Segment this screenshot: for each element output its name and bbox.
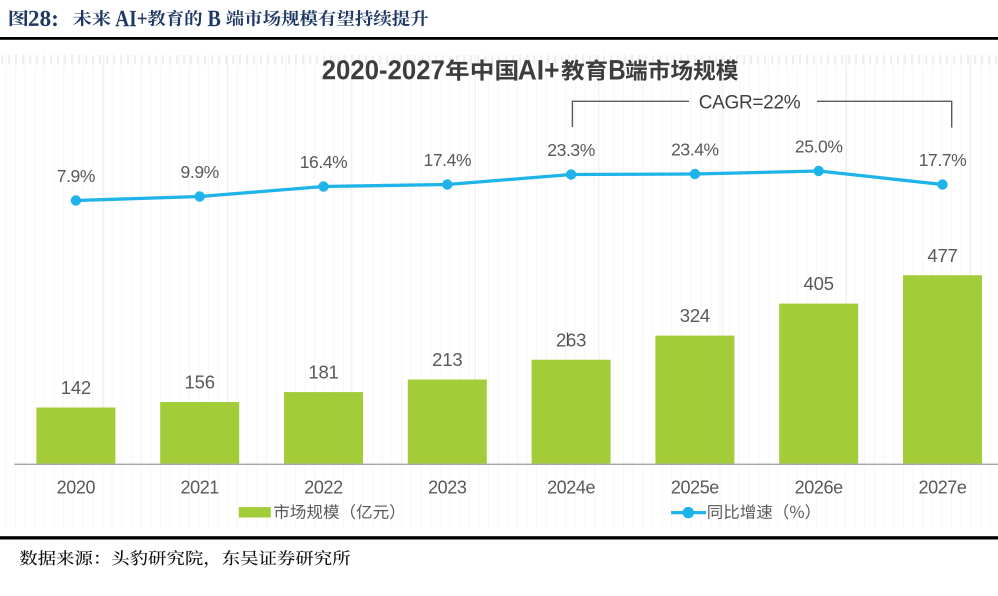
svg-text:324: 324 [680,305,710,326]
svg-text:2027e: 2027e [918,477,966,497]
svg-text:9.9%: 9.9% [181,162,219,182]
svg-text:405: 405 [804,273,834,294]
svg-text:7.9%: 7.9% [57,166,95,186]
svg-text:25.0%: 25.0% [795,136,843,156]
svg-text:2024e: 2024e [547,477,595,497]
svg-text:2023: 2023 [428,477,467,497]
svg-text:142: 142 [61,377,91,398]
svg-text:2026e: 2026e [795,477,843,497]
svg-text:17.7%: 17.7% [919,150,967,170]
svg-text:CAGR=22%: CAGR=22% [699,93,801,114]
svg-text:2022: 2022 [304,477,343,497]
svg-text:181: 181 [308,362,338,383]
svg-text:213: 213 [432,349,462,370]
svg-text:2020: 2020 [57,477,96,497]
svg-text:2021: 2021 [180,477,219,497]
svg-text:263: 263 [556,329,586,350]
svg-text:23.4%: 23.4% [671,139,719,159]
svg-text:16.4%: 16.4% [300,152,348,172]
svg-text:156: 156 [185,372,215,393]
svg-text:477: 477 [927,245,957,266]
svg-text:17.4%: 17.4% [423,150,471,170]
svg-text:23.3%: 23.3% [547,140,595,160]
svg-text:2025e: 2025e [671,477,719,497]
